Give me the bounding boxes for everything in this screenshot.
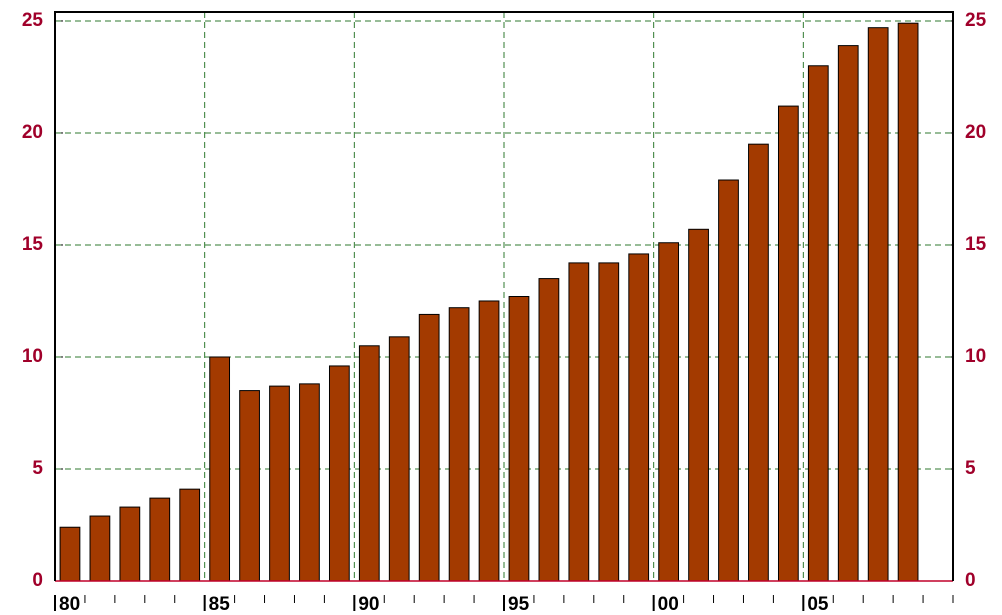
x-tick-label: 95 <box>508 594 530 615</box>
x-tick-label: 80 <box>59 594 80 615</box>
bar <box>448 307 470 582</box>
bar <box>328 365 350 582</box>
bar <box>388 336 410 582</box>
y-tick-label: 20 <box>22 122 43 143</box>
bar <box>269 385 290 582</box>
bar <box>209 356 231 582</box>
bar <box>149 497 171 582</box>
bar <box>299 383 320 582</box>
frame <box>54 11 954 581</box>
bar <box>598 262 620 582</box>
bar <box>89 515 111 582</box>
y-tick-label: 25 <box>22 10 44 31</box>
y2-tick-label: 5 <box>965 458 976 479</box>
bar <box>119 506 141 582</box>
bar <box>418 313 440 582</box>
y-tick-label: 10 <box>22 346 43 367</box>
x-tick-label: 00 <box>658 594 679 615</box>
bar <box>658 242 680 582</box>
bar <box>59 526 81 582</box>
y2-tick-label: 10 <box>965 346 986 367</box>
bar <box>897 22 919 582</box>
y-tick-label: 0 <box>32 570 43 591</box>
y2-tick-label: 25 <box>965 10 987 31</box>
y-tick-label: 5 <box>32 458 43 479</box>
y2-tick-label: 0 <box>965 570 976 591</box>
x-tick-label: 05 <box>807 594 829 615</box>
bar <box>688 228 709 582</box>
y2-tick-label: 20 <box>965 122 986 143</box>
bar <box>628 253 650 582</box>
bar <box>867 27 889 582</box>
x-tick-label: 85 <box>209 594 231 615</box>
bar <box>179 488 201 582</box>
bar <box>478 300 500 582</box>
bar <box>538 278 560 582</box>
y2-tick-label: 15 <box>965 234 987 255</box>
bar <box>777 105 799 582</box>
bar <box>358 345 380 582</box>
bar <box>239 390 260 582</box>
bar <box>508 296 530 582</box>
bar <box>837 45 859 582</box>
x-tick-label: 90 <box>358 594 379 615</box>
bar <box>748 143 769 582</box>
bar <box>568 262 590 582</box>
bar <box>807 65 829 582</box>
y-tick-label: 15 <box>22 234 44 255</box>
bar <box>718 179 739 582</box>
